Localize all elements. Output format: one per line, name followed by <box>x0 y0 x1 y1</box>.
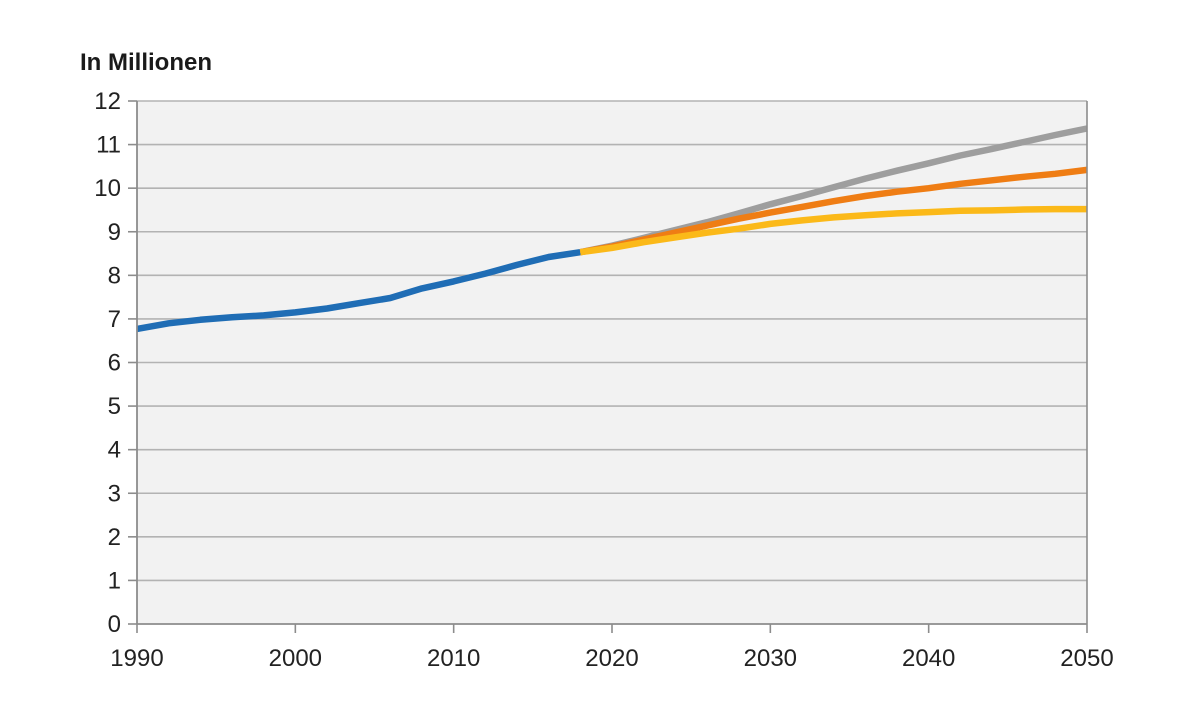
x-tick-label: 1990 <box>110 645 163 672</box>
x-tick-label: 2010 <box>427 645 480 672</box>
series-line-4 <box>579 205 1087 256</box>
y-tick-label: 8 <box>108 262 121 289</box>
x-tick-label: 2040 <box>902 645 955 672</box>
y-tick-label: 1 <box>108 567 121 594</box>
series-line-3 <box>579 166 1088 256</box>
series-layer <box>136 125 1088 333</box>
x-tick-label: 2030 <box>744 645 797 672</box>
x-tick-label: 2020 <box>585 645 638 672</box>
y-tick-label: 0 <box>108 611 121 638</box>
axes <box>128 100 1088 633</box>
y-tick-label: 3 <box>108 480 121 507</box>
y-tick-label: 7 <box>108 306 121 333</box>
x-tick-label: 2050 <box>1060 645 1113 672</box>
y-tick-label: 6 <box>108 350 121 377</box>
series-line-1 <box>136 248 581 333</box>
x-tick-labels: 1990 2000 2010 2020 2030 2040 2050 <box>110 645 1113 672</box>
y-tick-label: 10 <box>94 175 121 202</box>
y-tick-label: 9 <box>108 219 121 246</box>
y-tick-label: 2 <box>108 524 121 551</box>
y-tick-label: 12 <box>94 88 121 115</box>
y-axis-title: In Millionen <box>80 49 212 76</box>
y-tick-label: 11 <box>96 132 121 159</box>
x-tick-label: 2000 <box>269 645 322 672</box>
y-tick-label: 4 <box>108 437 121 464</box>
y-tick-label: 5 <box>108 393 121 420</box>
